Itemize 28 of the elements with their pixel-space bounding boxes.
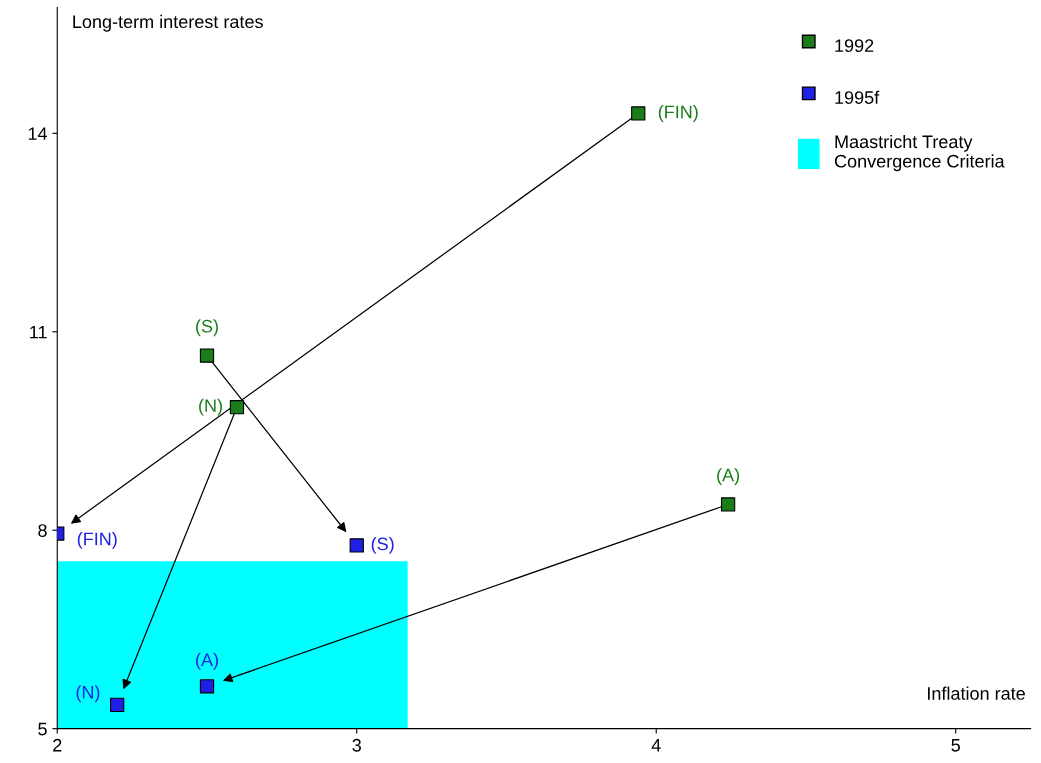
data-label: (A) xyxy=(196,652,218,670)
y-axis-title: Long-term interest rates xyxy=(73,14,263,32)
data-label: (S) xyxy=(196,319,218,337)
point xyxy=(349,538,364,553)
point xyxy=(110,697,125,712)
x-axis-title: Inflation rate xyxy=(928,686,1025,700)
legend-label: Maastricht Treaty Convergence Criteria xyxy=(834,134,1005,172)
point xyxy=(229,400,245,415)
legend-label: 1995f xyxy=(835,90,880,104)
point xyxy=(199,679,215,694)
x-tick-label: 3 xyxy=(352,738,361,752)
data-label: (A) xyxy=(717,468,740,485)
y-tick-label: 8 xyxy=(38,524,47,537)
data-label: (FIN) xyxy=(77,532,117,549)
point xyxy=(199,348,215,363)
legend-label: 1992 xyxy=(835,39,874,53)
data-label: (N) xyxy=(199,398,222,416)
data-label: (FIN) xyxy=(658,105,698,122)
y-tick-label: 14 xyxy=(28,127,48,140)
point xyxy=(631,106,646,121)
data-label: (N) xyxy=(76,685,100,703)
point xyxy=(720,497,736,512)
x-tick-label: 2 xyxy=(53,738,62,752)
x-tick-label: 5 xyxy=(951,739,960,752)
y-tick-label: 11 xyxy=(30,325,47,339)
y-tick-label: 5 xyxy=(38,722,47,736)
data-label: (S) xyxy=(371,537,394,554)
x-tick-label: 4 xyxy=(651,739,661,752)
